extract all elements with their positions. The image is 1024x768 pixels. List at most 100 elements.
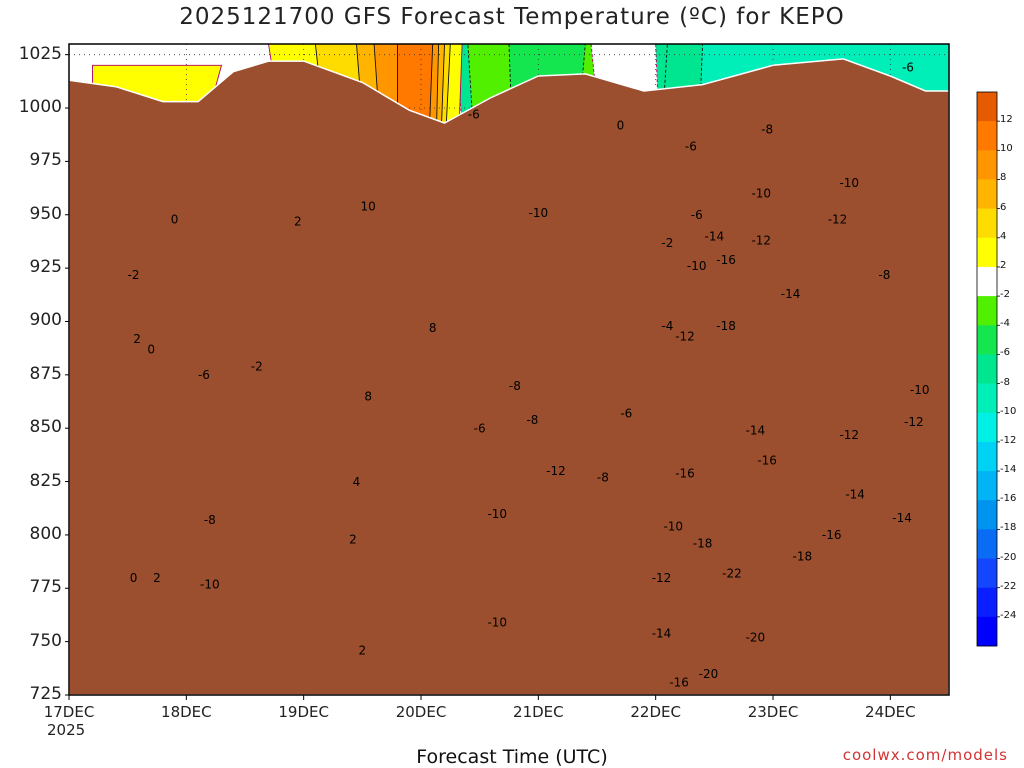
contour-label: -6	[902, 61, 914, 75]
contour-label: -16	[757, 453, 777, 467]
plot-frame	[68, 43, 950, 696]
colorbar-label: 8	[1000, 172, 1007, 184]
terrain	[69, 58, 949, 695]
y-tick-label: 925	[29, 257, 62, 278]
y-tick-label: 750	[29, 630, 62, 651]
contour-label: -2	[251, 360, 263, 374]
contour-label: -16	[669, 675, 689, 689]
colorbar-swatch	[977, 325, 997, 355]
x-tick-label: 18DEC	[161, 703, 212, 721]
colorbar-frame	[976, 91, 998, 647]
contour-label: -8	[761, 123, 773, 137]
contour-label: -14	[746, 424, 766, 438]
contour-label: 2	[349, 532, 357, 546]
colorbar	[976, 91, 1000, 647]
colorbar-label: -16	[1000, 493, 1017, 505]
contour-label: -6	[474, 421, 486, 435]
colorbar-label: 10	[1000, 143, 1013, 155]
contour-label: -6	[691, 208, 703, 222]
credit-link[interactable]: coolwx.com/models	[842, 746, 1008, 764]
y-tick-label: 800	[29, 523, 62, 544]
contour-label: 0	[130, 571, 138, 585]
contour-label: -8	[526, 413, 538, 427]
colorbar-label: -2	[1000, 289, 1010, 301]
y-tick-label: 900	[29, 310, 62, 331]
contour-label: 0	[617, 118, 625, 132]
contour-label: -12	[546, 464, 566, 478]
contour-label: -6	[685, 140, 697, 154]
colorbar-swatch	[977, 587, 997, 618]
colorbar-swatch	[977, 558, 997, 588]
contour-label: 2	[153, 571, 161, 585]
y-tick-label: 975	[29, 150, 62, 171]
y-tick-label: 725	[29, 684, 62, 704]
contour-label: -14	[781, 287, 801, 301]
contour-label: 2	[359, 643, 367, 657]
contour-label: -16	[675, 466, 695, 480]
colorbar-swatch	[977, 92, 997, 122]
contour-label: -18	[716, 319, 736, 333]
colorbar-swatch	[977, 529, 997, 559]
colorbar-label: -6	[1000, 347, 1010, 359]
contour-label: -8	[597, 471, 609, 485]
y-tick-label: 950	[29, 203, 62, 224]
colorbar-label: 2	[1000, 259, 1007, 271]
colorbar-swatch	[977, 179, 997, 209]
contour-label: -4	[661, 319, 673, 333]
contour-label: 0	[147, 342, 155, 356]
contour-label: -10	[751, 187, 771, 201]
colorbar-label: -20	[1000, 551, 1017, 563]
x-axis-title: Forecast Time (UTC)	[416, 746, 608, 768]
x-tick-label: 21DEC	[513, 703, 564, 721]
colorbar-label: -10	[1000, 405, 1017, 417]
x-tick-label: 23DEC	[747, 703, 799, 721]
contour-label: -10	[839, 176, 859, 190]
colorbar-swatch	[977, 237, 997, 268]
contour-label: -14	[705, 229, 725, 243]
contour-label: -18	[693, 537, 713, 551]
contour-label: -10	[487, 507, 507, 521]
colorbar-swatch	[977, 383, 997, 414]
contour-label: -12	[904, 415, 924, 429]
x-tick-label: 24DEC	[865, 703, 916, 721]
y-tick-label: 850	[29, 417, 62, 438]
contour-label: -10	[687, 259, 707, 273]
contour-label: -12	[828, 212, 848, 226]
contour-label: -22	[722, 567, 742, 581]
axis-ticks	[65, 54, 891, 700]
contour-label: -14	[845, 488, 865, 502]
colorbar-swatch	[977, 500, 997, 530]
contour-label: -2	[128, 268, 140, 282]
contour-label: -16	[822, 528, 842, 542]
colorbar-swatch	[977, 266, 997, 297]
colorbar-swatch	[977, 616, 997, 647]
x-tick-label: 22DEC	[630, 703, 681, 721]
contour-label: -6	[198, 368, 210, 382]
contour-label: -14	[652, 626, 672, 640]
contour-label: -12	[652, 571, 672, 585]
x-tick-label: 17DEC	[43, 703, 95, 721]
contour-label: -8	[204, 513, 216, 527]
colorbar-swatch	[977, 354, 997, 384]
colorbar-label: -4	[1000, 318, 1010, 330]
contour-label: 0	[171, 212, 179, 226]
colorbar-swatch	[977, 441, 997, 472]
contour-label: 10	[361, 199, 376, 213]
contour-label: -6	[468, 108, 480, 122]
contour-label: -10	[529, 206, 549, 220]
x-axis-year: 2025	[47, 721, 86, 739]
contour-label: 4	[353, 475, 361, 489]
terrain-fill	[69, 58, 949, 695]
contour-label: -12	[675, 330, 695, 344]
colorbar-label: -22	[1000, 580, 1017, 592]
contour-label: -10	[200, 577, 220, 591]
y-tick-label: 825	[29, 470, 62, 491]
contour-label: -6	[620, 407, 632, 421]
colorbar-label: -24	[1000, 609, 1017, 621]
contour-label: 8	[429, 321, 437, 335]
contour-label: -2	[661, 236, 673, 250]
colorbar-label: 6	[1000, 201, 1007, 213]
chart-title: 2025121700 GFS Forecast Temperature (ºC)…	[179, 4, 845, 30]
